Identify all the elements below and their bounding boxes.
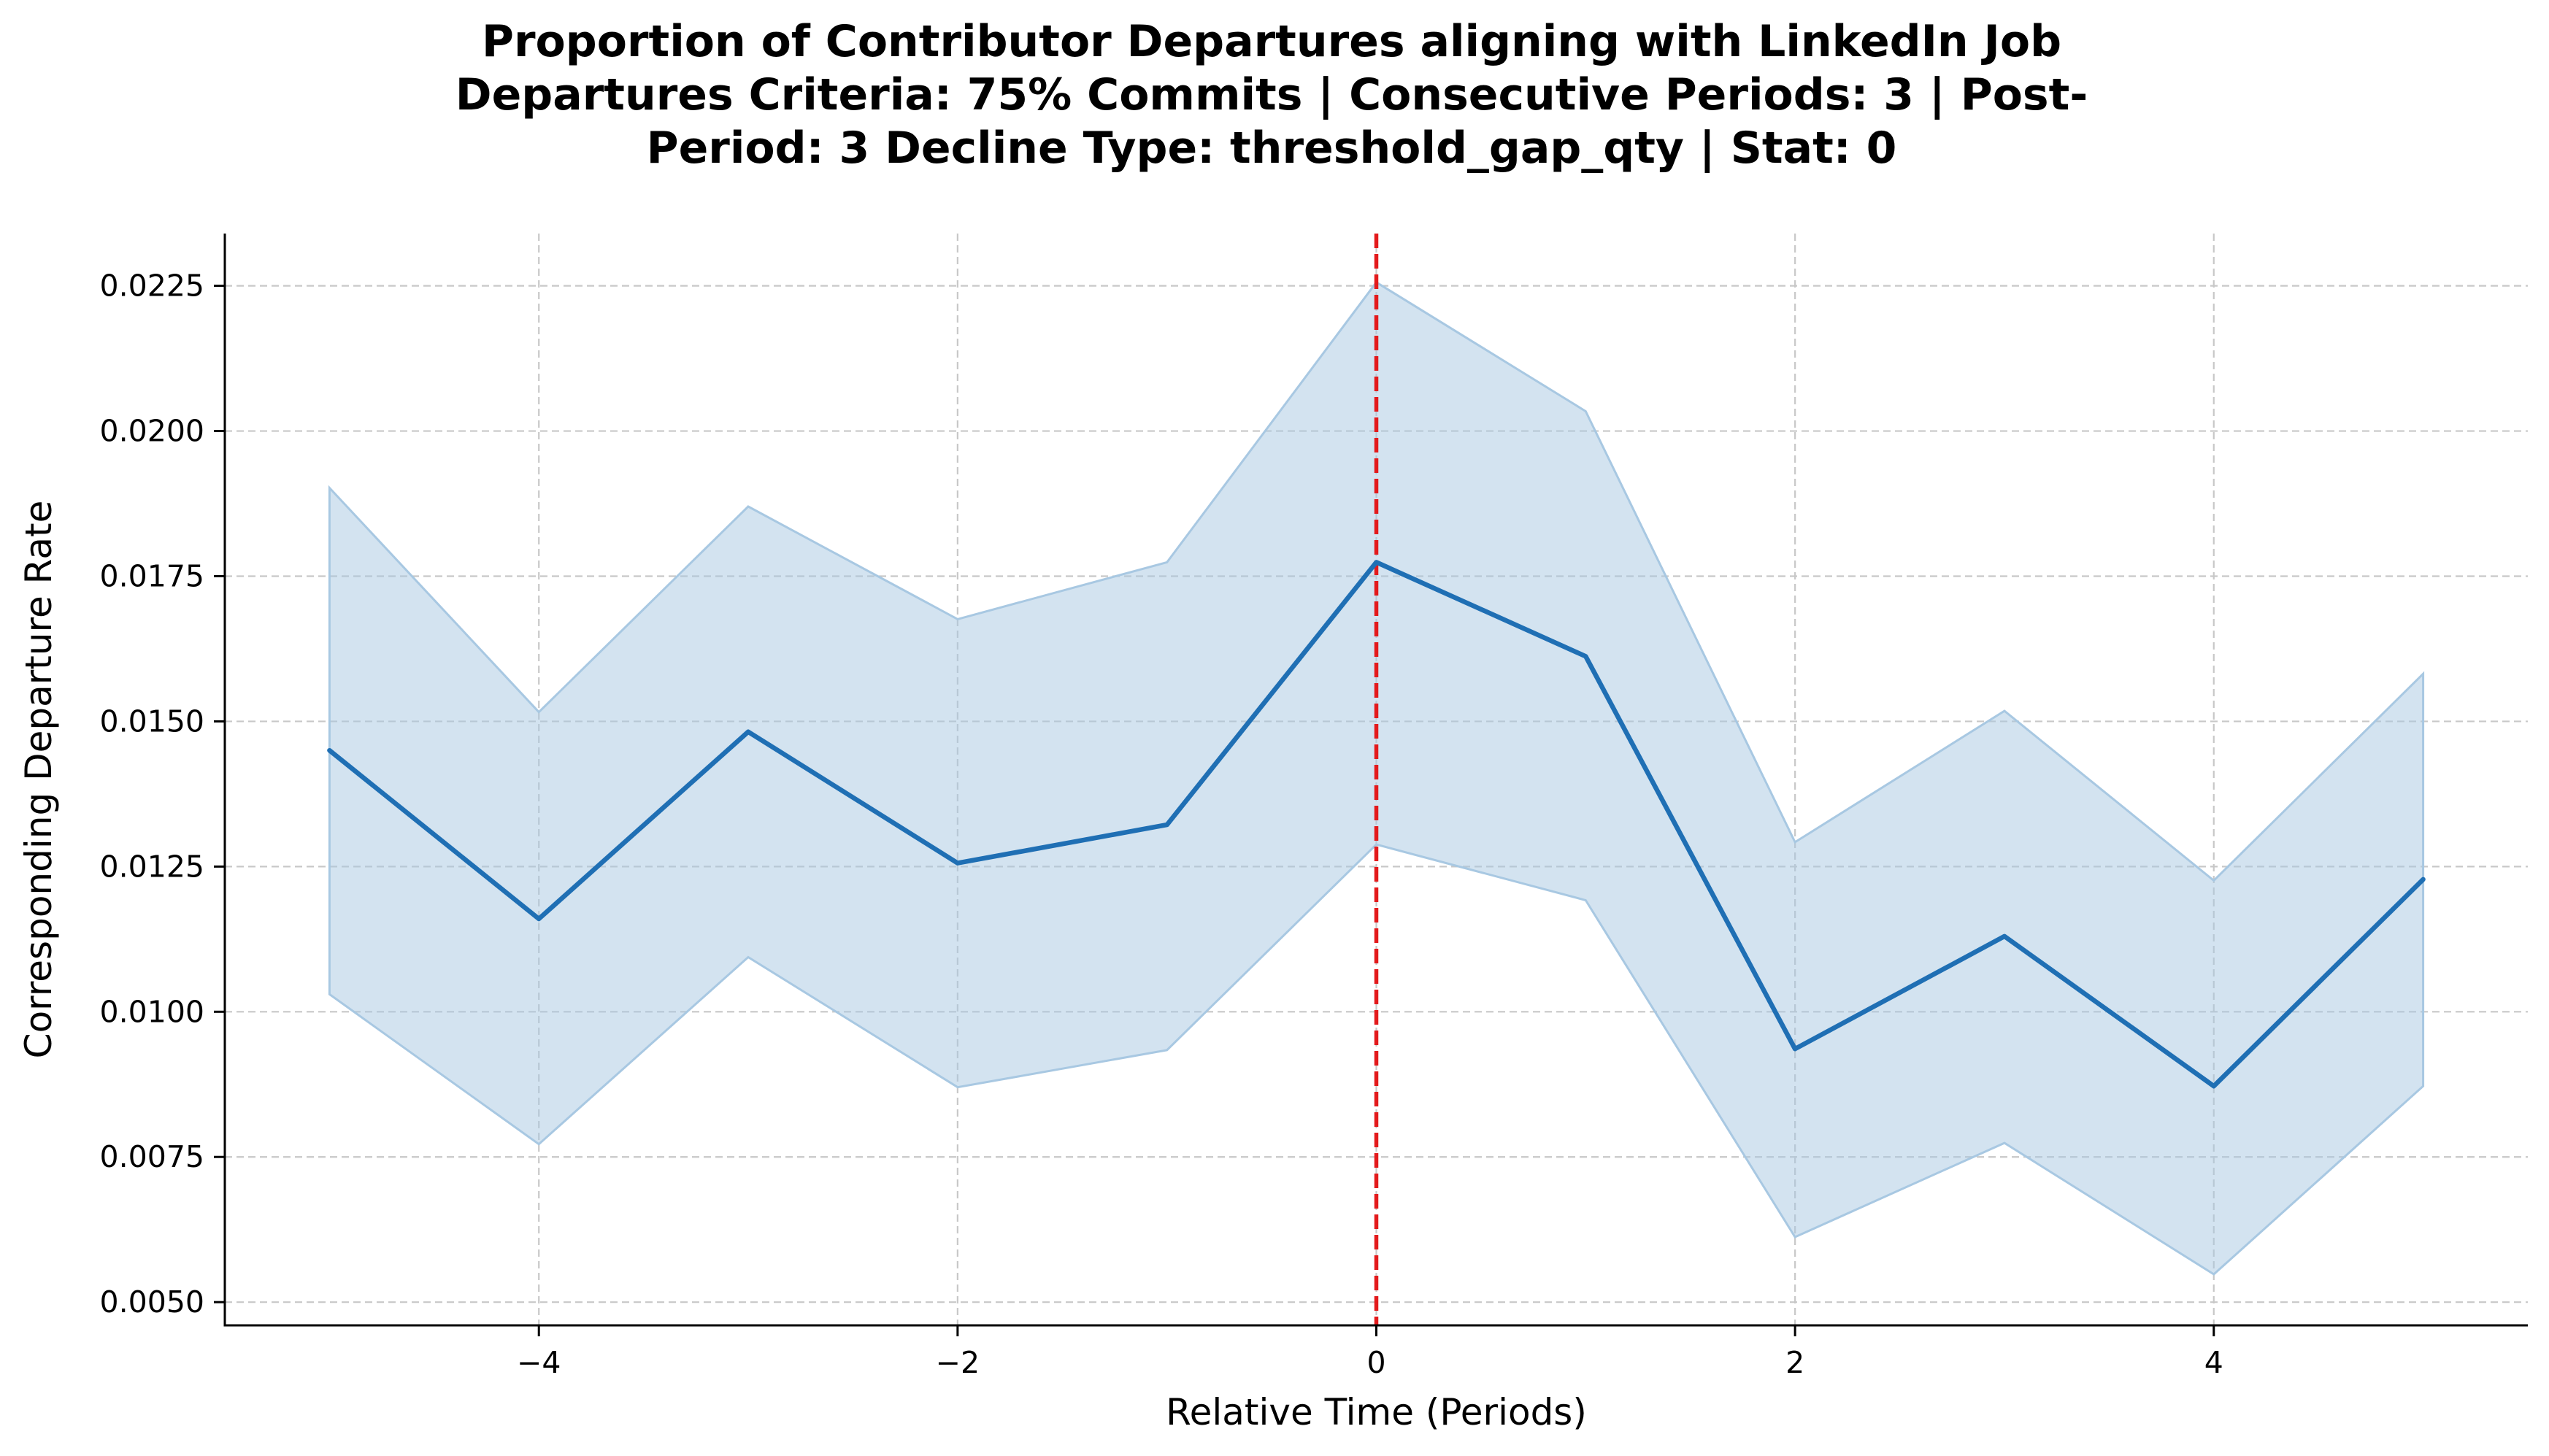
y-tick-label-4: 0.0150 — [100, 704, 204, 739]
x-tick-label-2: 0 — [1366, 1345, 1385, 1380]
series-line-0 — [327, 560, 2426, 1089]
y-tick-label-2: 0.0100 — [100, 994, 204, 1029]
chart-title: Proportion of Contributor Departures ali… — [455, 16, 2088, 174]
y-tick-label-7: 0.0225 — [100, 269, 204, 304]
x-tick-label-1: −2 — [936, 1345, 980, 1380]
y-tick-label-6: 0.0200 — [100, 414, 204, 449]
y-tick-label-5: 0.0175 — [100, 558, 204, 593]
x-tick-label-4: 4 — [2204, 1345, 2223, 1380]
x-axis-label: Relative Time (Periods) — [1166, 1391, 1587, 1433]
x-axis-ticks: −4 −2 0 2 4 — [517, 1325, 2223, 1380]
series-lines — [327, 560, 2426, 1089]
y-tick-label-0: 0.0050 — [100, 1284, 204, 1320]
x-tick-label-3: 2 — [1785, 1345, 1804, 1380]
title-line-2: Departures Criteria: 75% Commits | Conse… — [455, 69, 2088, 120]
title-line-1: Proportion of Contributor Departures ali… — [482, 16, 2061, 67]
title-line-3: Period: 3 Decline Type: threshold_gap_qt… — [647, 123, 1897, 174]
y-axis-label: Corresponding Departure Rate — [18, 501, 60, 1059]
y-tick-label-1: 0.0075 — [100, 1139, 204, 1174]
y-tick-label-3: 0.0125 — [100, 849, 204, 884]
y-axis-ticks: 0.0050 0.0075 0.0100 0.0125 0.0150 0.0175 0.02… — [100, 269, 225, 1320]
x-tick-label-0: −4 — [517, 1345, 561, 1380]
